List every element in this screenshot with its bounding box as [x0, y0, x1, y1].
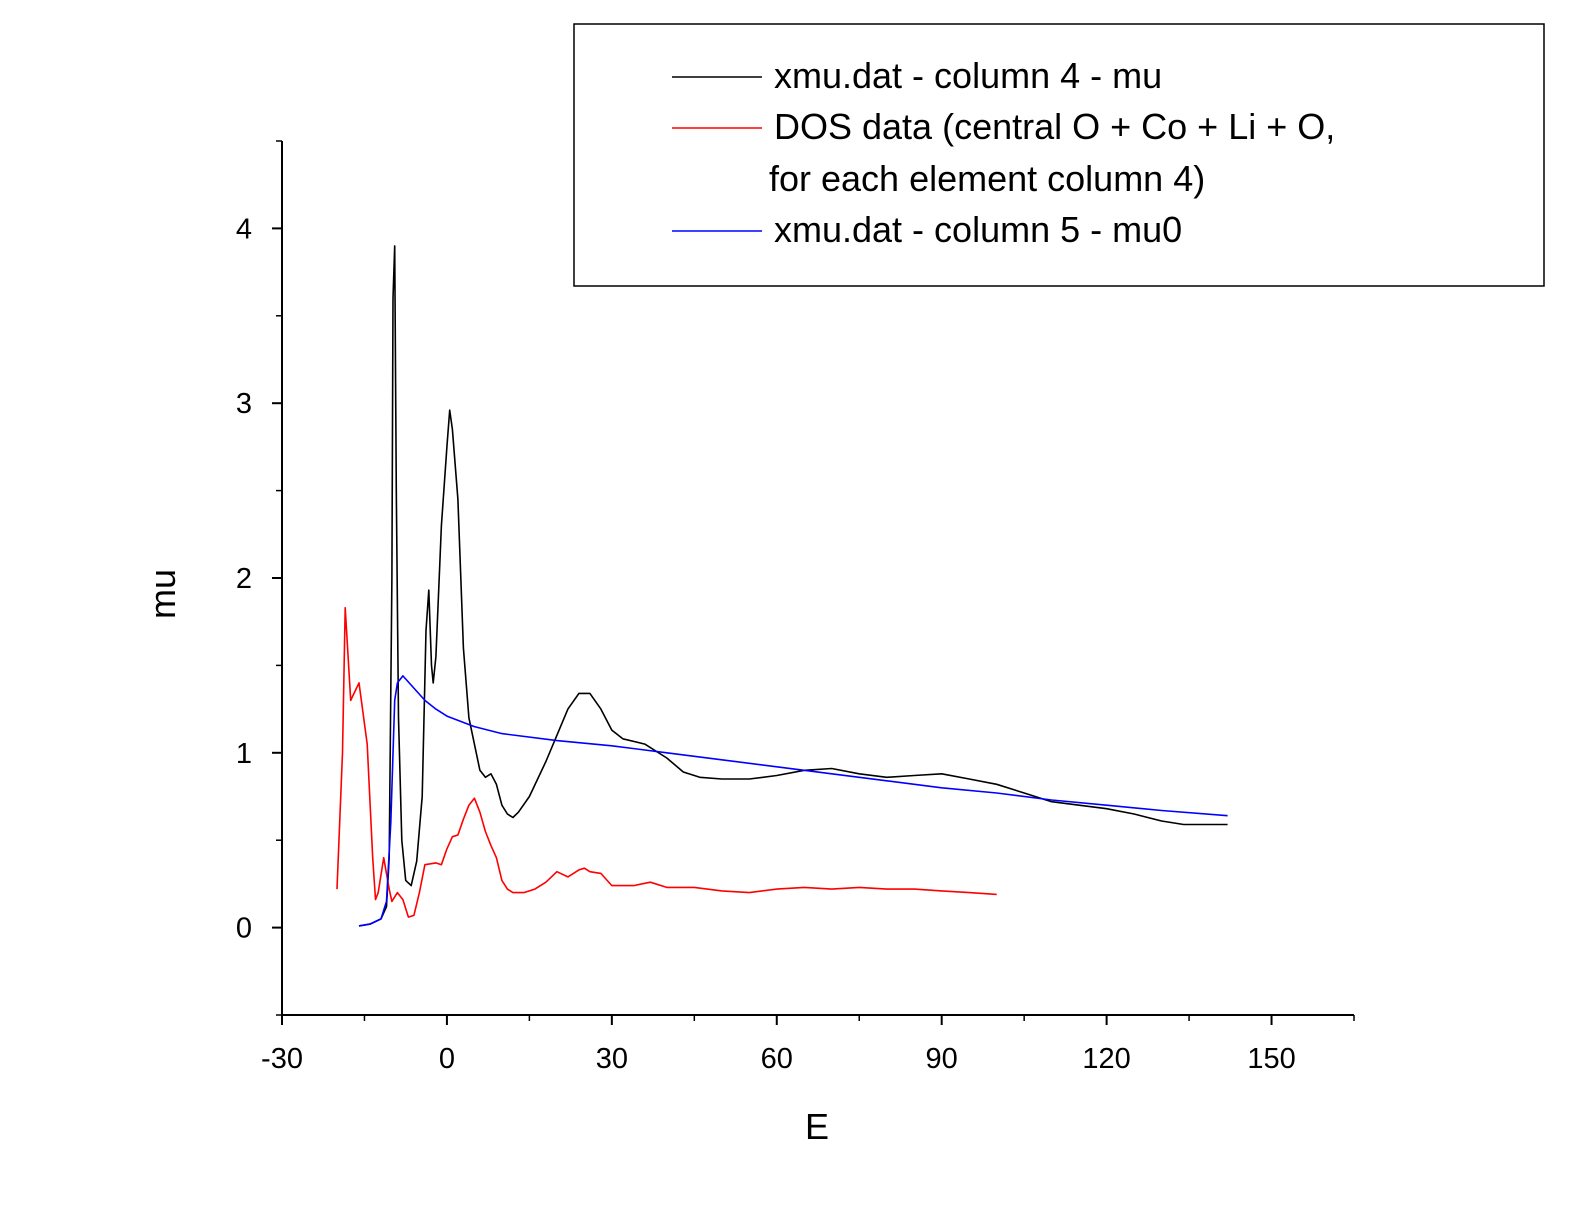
legend-label-2-line2: for each element column 4): [769, 158, 1205, 199]
legend-label-3: xmu.dat - column 5 - mu0: [774, 209, 1182, 250]
legend-label-1: xmu.dat - column 4 - mu: [774, 55, 1162, 96]
x-axis-title: E: [805, 1106, 829, 1147]
legend-box: [573, 23, 1545, 287]
legend-label-2: DOS data (central O + Co + Li + O,: [774, 106, 1335, 147]
y-tick-label: 0: [236, 913, 252, 945]
y-axis-title: mu: [142, 569, 183, 619]
x-tick-label: -30: [261, 1043, 303, 1075]
y-tick-label: 1: [236, 738, 252, 770]
y-tick-label: 3: [236, 388, 252, 420]
y-tick-label: 4: [236, 213, 252, 245]
legend: xmu.dat - column 4 - mu DOS data (central…: [573, 23, 1545, 287]
x-tick-label: 60: [761, 1043, 793, 1075]
axes: -30 0 30 60 90 120 150 0 1 2 3 4: [236, 140, 1355, 1075]
y-tick-label: 2: [236, 563, 252, 595]
plot-lines: [336, 245, 1228, 927]
x-tick-label: 90: [926, 1043, 958, 1075]
x-tick-label: 0: [439, 1043, 455, 1075]
series-line-3: [358, 675, 1228, 927]
x-tick-label: 120: [1082, 1043, 1130, 1075]
x-tick-label: 150: [1247, 1043, 1295, 1075]
series-line-1: [358, 245, 1228, 927]
series-line-2: [336, 606, 997, 918]
x-tick-label: 30: [596, 1043, 628, 1075]
